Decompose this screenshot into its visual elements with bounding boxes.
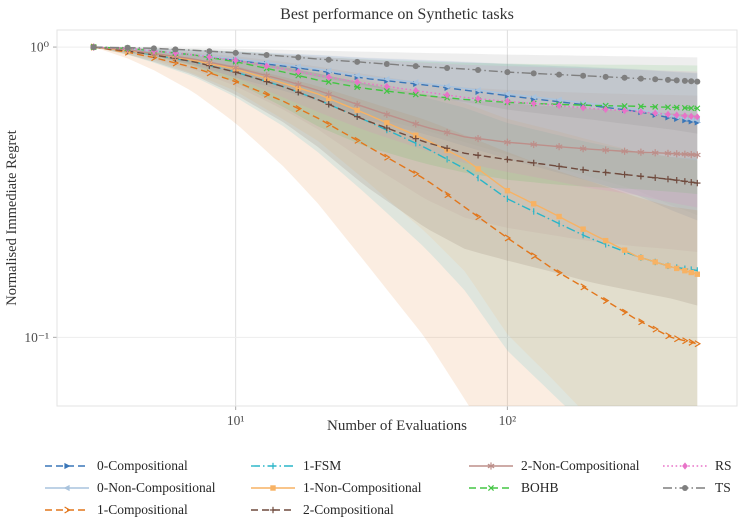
legend-item-1-fsm: 1-FSM [250,456,468,476]
legend-line-sample-0-compositional [45,462,89,470]
legend-label-1-non-compositional: 1-Non-Compositional [303,480,422,495]
legend-column: 2-Non-Compositional BOHB [468,456,662,500]
x-tick-label: 10¹ [227,413,245,428]
legend-label-0-compositional: 0-Compositional [97,458,188,473]
legend-line-sample-2-non-compositional [469,462,513,470]
legend-label-1-compositional: 1-Compositional [97,502,188,517]
legend-item-bohb: BOHB [468,478,662,498]
y-axis-label: Normalised Immediate Regret [4,130,20,306]
confidence-band [93,47,698,406]
legend-label-2-non-compositional: 2-Non-Compositional [521,458,640,473]
confidence-band [93,47,698,221]
confidence-band [93,47,698,195]
legend-label-rs: RS [715,458,732,473]
legend-item-rs: RS [662,456,734,476]
legend-line-sample-1-fsm [251,462,295,470]
plot-area: 10¹ 10² 10⁰ 10⁻¹ [24,29,738,428]
legend-column: RS TS [662,456,734,500]
series-line [93,46,698,156]
legend: 0-Compositional 0-Non-Compositional 1-Comp… [44,456,734,522]
legend-item-1-non-compositional: 1-Non-Compositional [250,478,468,498]
legend-item-0-compositional: 0-Compositional [44,456,250,476]
legend-line-sample-ts [663,485,707,491]
legend-label-ts: TS [715,480,731,495]
confidence-band [93,47,698,406]
legend-item-2-non-compositional: 2-Non-Compositional [468,456,662,476]
x-tick-label: 10² [499,413,517,428]
legend-line-sample-2-compositional [251,506,295,514]
legend-line-sample-0-non-compositional [45,484,89,492]
legend-line-sample-bohb [469,484,513,492]
y-tick-label: 10⁻¹ [24,330,49,345]
chart-title: Best performance on Synthetic tasks [280,6,514,23]
confidence-band [93,47,698,306]
series-markers [90,44,701,85]
series-line [93,46,698,184]
legend-line-sample-1-non-compositional [251,485,295,491]
legend-label-2-compositional: 2-Compositional [303,502,394,517]
confidence-band [93,47,698,406]
legend-column: 0-Compositional 0-Non-Compositional 1-Comp… [44,456,250,522]
legend-item-0-non-compositional: 0-Non-Compositional [44,478,250,498]
series-line [93,46,698,345]
legend-item-2-compositional: 2-Compositional [250,500,468,520]
series-line [93,46,698,118]
legend-line-sample-rs [663,462,707,470]
legend-label-1-fsm: 1-FSM [303,458,342,473]
legend-item-ts: TS [662,478,734,498]
legend-line-sample-1-compositional [45,506,89,514]
legend-item-1-compositional: 1-Compositional [44,500,250,520]
y-tick-label: 10⁰ [30,40,50,55]
series-line [93,46,698,83]
series-line [93,46,698,275]
legend-label-bohb: BOHB [521,480,559,495]
confidence-band [93,47,698,216]
legend-column: 1-FSM 1-Non-Compositional 2-Compositional [250,456,468,522]
confidence-band [93,47,698,134]
legend-label-0-non-compositional: 0-Non-Compositional [97,480,216,495]
x-axis-label: Number of Evaluations [327,418,467,434]
plot-border [56,29,738,407]
